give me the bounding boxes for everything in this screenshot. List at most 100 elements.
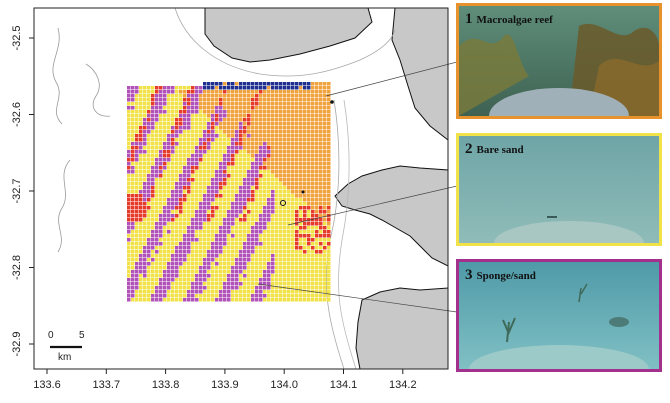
habitat-cell — [243, 106, 247, 110]
habitat-cell — [327, 106, 331, 110]
habitat-cell — [259, 262, 263, 266]
habitat-cell — [295, 102, 299, 106]
habitat-cell — [307, 146, 311, 150]
habitat-cell — [219, 154, 223, 158]
habitat-cell — [159, 242, 163, 246]
photo-label-1: 1 Macroalgae reef — [465, 10, 553, 28]
habitat-cell — [231, 238, 235, 242]
habitat-cell — [219, 98, 223, 102]
habitat-cell — [135, 202, 139, 206]
habitat-cell — [219, 170, 223, 174]
photo-number: 3 — [465, 267, 473, 283]
habitat-cell — [267, 282, 271, 286]
habitat-cell — [267, 126, 271, 130]
habitat-cell — [207, 286, 211, 290]
habitat-cell — [183, 214, 187, 218]
habitat-cell — [283, 274, 287, 278]
habitat-cell — [207, 178, 211, 182]
habitat-cell — [287, 234, 291, 238]
habitat-cell — [135, 186, 139, 190]
habitat-cell — [183, 194, 187, 198]
habitat-cell — [311, 278, 315, 282]
habitat-cell — [295, 262, 299, 266]
habitat-cell — [307, 242, 311, 246]
habitat-cell — [323, 182, 327, 186]
habitat-cell — [159, 158, 163, 162]
habitat-cell — [243, 206, 247, 210]
habitat-cell — [223, 226, 227, 230]
habitat-cell — [183, 170, 187, 174]
habitat-cell — [263, 94, 267, 98]
habitat-cell — [235, 218, 239, 222]
habitat-cell — [139, 102, 143, 106]
habitat-cell — [231, 134, 235, 138]
habitat-cell — [263, 222, 267, 226]
habitat-cell — [135, 122, 139, 126]
habitat-cell — [155, 210, 159, 214]
habitat-cell — [283, 230, 287, 234]
habitat-cell — [143, 114, 147, 118]
habitat-cell — [275, 82, 279, 86]
habitat-cell — [255, 170, 259, 174]
habitat-cell — [283, 254, 287, 258]
habitat-cell — [255, 166, 259, 170]
habitat-cell — [179, 250, 183, 254]
habitat-cell — [207, 238, 211, 242]
habitat-cell — [323, 114, 327, 118]
habitat-cell — [155, 294, 159, 298]
habitat-cell — [251, 130, 255, 134]
habitat-cell — [171, 202, 175, 206]
habitat-cell — [275, 122, 279, 126]
habitat-cell — [279, 134, 283, 138]
habitat-cell — [215, 286, 219, 290]
habitat-cell — [179, 118, 183, 122]
habitat-cell — [167, 118, 171, 122]
habitat-cell — [315, 250, 319, 254]
habitat-cell — [231, 298, 235, 302]
habitat-cell — [319, 134, 323, 138]
habitat-cell — [235, 238, 239, 242]
habitat-cell — [195, 246, 199, 250]
photo-name: Bare sand — [476, 144, 524, 156]
habitat-cell — [147, 142, 151, 146]
habitat-cell — [223, 290, 227, 294]
habitat-cell — [127, 174, 131, 178]
habitat-cell — [227, 134, 231, 138]
habitat-cell — [211, 254, 215, 258]
habitat-cell — [259, 190, 263, 194]
habitat-cell — [323, 238, 327, 242]
habitat-cell — [147, 290, 151, 294]
habitat-cell — [323, 154, 327, 158]
habitat-cell — [327, 110, 331, 114]
habitat-cell — [147, 226, 151, 230]
habitat-cell — [271, 298, 275, 302]
habitat-cell — [195, 122, 199, 126]
habitat-cell — [315, 102, 319, 106]
habitat-cell — [271, 90, 275, 94]
habitat-cell — [191, 190, 195, 194]
habitat-cell — [323, 90, 327, 94]
habitat-cell — [247, 146, 251, 150]
habitat-cell — [255, 190, 259, 194]
habitat-cell — [187, 90, 191, 94]
habitat-cell — [175, 182, 179, 186]
habitat-cell — [211, 114, 215, 118]
scale-label-start: 0 — [48, 330, 54, 341]
x-axis: 133.6 133.7 133.8 133.9 134.0 134.1 134.2 — [33, 369, 417, 391]
habitat-cell — [211, 106, 215, 110]
habitat-cell — [271, 250, 275, 254]
habitat-cell — [175, 206, 179, 210]
habitat-cell — [223, 166, 227, 170]
habitat-cell — [327, 134, 331, 138]
habitat-cell — [231, 226, 235, 230]
habitat-cell — [135, 126, 139, 130]
habitat-cell — [291, 190, 295, 194]
habitat-cell — [203, 90, 207, 94]
habitat-cell — [211, 174, 215, 178]
habitat-cell — [195, 202, 199, 206]
habitat-cell — [191, 250, 195, 254]
habitat-cell — [223, 102, 227, 106]
habitat-cell — [291, 142, 295, 146]
habitat-cell — [295, 258, 299, 262]
habitat-cell — [291, 106, 295, 110]
